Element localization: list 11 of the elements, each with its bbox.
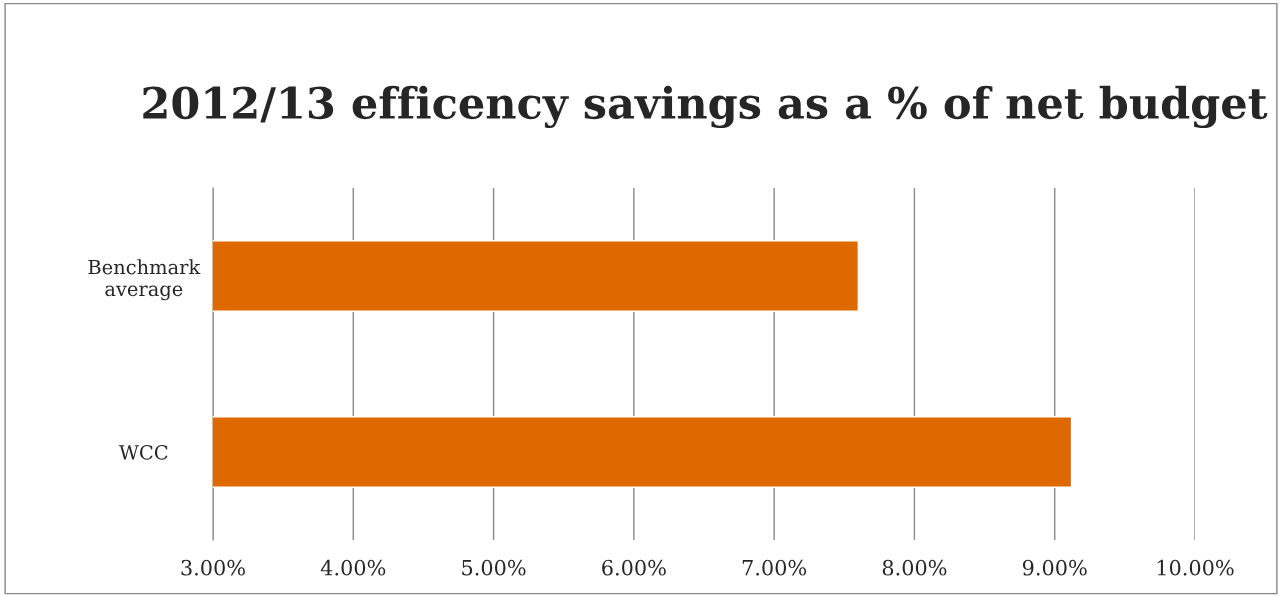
x-tick-label: 9.00% bbox=[1022, 559, 1087, 576]
x-tick-label: 3.00% bbox=[181, 559, 245, 576]
x-tick-label: 10.00% bbox=[1157, 559, 1234, 576]
x-tick-label: 5.00% bbox=[462, 559, 526, 576]
x-tick-label: 7.00% bbox=[742, 559, 807, 576]
x-tick-label: 8.00% bbox=[882, 559, 947, 576]
x-tick-label: 6.00% bbox=[602, 559, 666, 576]
x-tick-label: 4.00% bbox=[320, 559, 386, 576]
chart-title: 2012/13 efficency savings as a % of net budget bbox=[143, 85, 1268, 129]
y-tick-label: WCC bbox=[119, 444, 168, 460]
y-tick-label: Benchmark average bbox=[88, 259, 201, 301]
